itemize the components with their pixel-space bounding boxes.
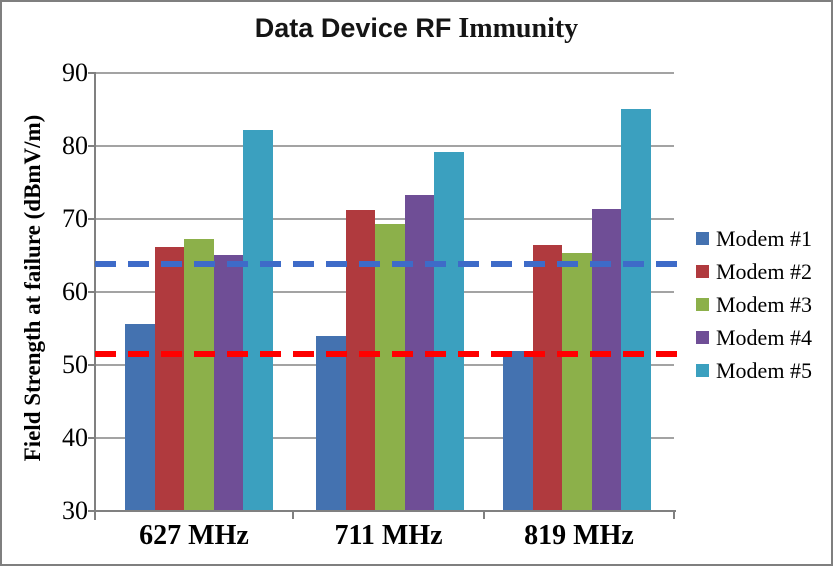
legend-item-4: Modem #4	[696, 321, 812, 354]
bar-modem5-2	[621, 108, 651, 511]
bar-modem2-1	[345, 210, 375, 511]
bar-modem2-2	[532, 245, 562, 511]
x-tick-1	[292, 511, 294, 519]
y-tick-70	[88, 218, 95, 220]
legend-swatch-4	[696, 331, 709, 344]
legend-item-3: Modem #3	[696, 288, 812, 321]
y-tick-90	[88, 72, 95, 74]
gridline-90	[95, 72, 674, 74]
y-tick-40	[88, 437, 95, 439]
legend-item-2: Modem #2	[696, 255, 812, 288]
x-tick-3	[673, 511, 675, 519]
bar-modem2-0	[154, 247, 184, 511]
bar-modem4-2	[591, 208, 621, 511]
y-tick-label-60: 60	[62, 277, 88, 306]
legend-label-5: Modem #5	[716, 357, 812, 383]
y-tick-80	[88, 145, 95, 147]
gridline-80	[95, 145, 674, 147]
y-axis-title: Field Strength at failure (dBmV/m)	[20, 114, 45, 462]
x-tick-2	[483, 511, 485, 519]
y-tick-label-40: 40	[62, 423, 88, 452]
x-axis-line	[88, 510, 676, 512]
legend-swatch-3	[696, 298, 709, 311]
y-tick-label-50: 50	[62, 350, 88, 379]
bar-modem3-1	[375, 224, 405, 511]
x-category-label-1: 711 MHz	[334, 520, 443, 551]
bar-modem3-0	[184, 239, 214, 511]
reference-line-blue	[95, 261, 686, 268]
reference-line-red	[95, 351, 686, 358]
legend: Modem #1 Modem #2 Modem #3 Modem #4 Modem #5	[696, 222, 812, 387]
legend-label-2: Modem #2	[716, 258, 812, 284]
y-tick-label-90: 90	[62, 58, 88, 87]
chart-title: Data Device RF Immunity	[0, 13, 833, 45]
legend-item-5: Modem #5	[696, 354, 812, 387]
bar-modem1-1	[316, 335, 346, 511]
y-tick-60	[88, 291, 95, 293]
legend-swatch-5	[696, 364, 709, 377]
x-category-label-0: 627 MHz	[139, 520, 249, 551]
legend-swatch-2	[696, 265, 709, 278]
y-tick-label-70: 70	[62, 204, 88, 233]
y-tick-label-30: 30	[62, 496, 88, 525]
x-category-label-2: 819 MHz	[524, 520, 634, 551]
legend-label-1: Modem #1	[716, 225, 812, 251]
y-tick-label-80: 80	[62, 131, 88, 160]
legend-label-4: Modem #4	[716, 324, 812, 350]
chart-title-sub: Immunity	[451, 13, 579, 44]
y-axis-line	[94, 72, 96, 520]
bar-modem5-1	[434, 151, 464, 511]
legend-item-1: Modem #1	[696, 222, 812, 255]
legend-swatch-1	[696, 232, 709, 245]
bar-modem3-2	[562, 253, 592, 511]
bar-modem5-0	[243, 129, 273, 511]
x-tick-0	[94, 511, 96, 519]
y-tick-50	[88, 364, 95, 366]
bar-modem1-2	[503, 351, 533, 511]
chart-title-main: Data Device RF	[254, 13, 452, 43]
legend-label-3: Modem #3	[716, 291, 812, 317]
y-tick-30	[88, 510, 95, 512]
bar-modem4-0	[213, 254, 243, 511]
gridline-70	[95, 218, 674, 220]
